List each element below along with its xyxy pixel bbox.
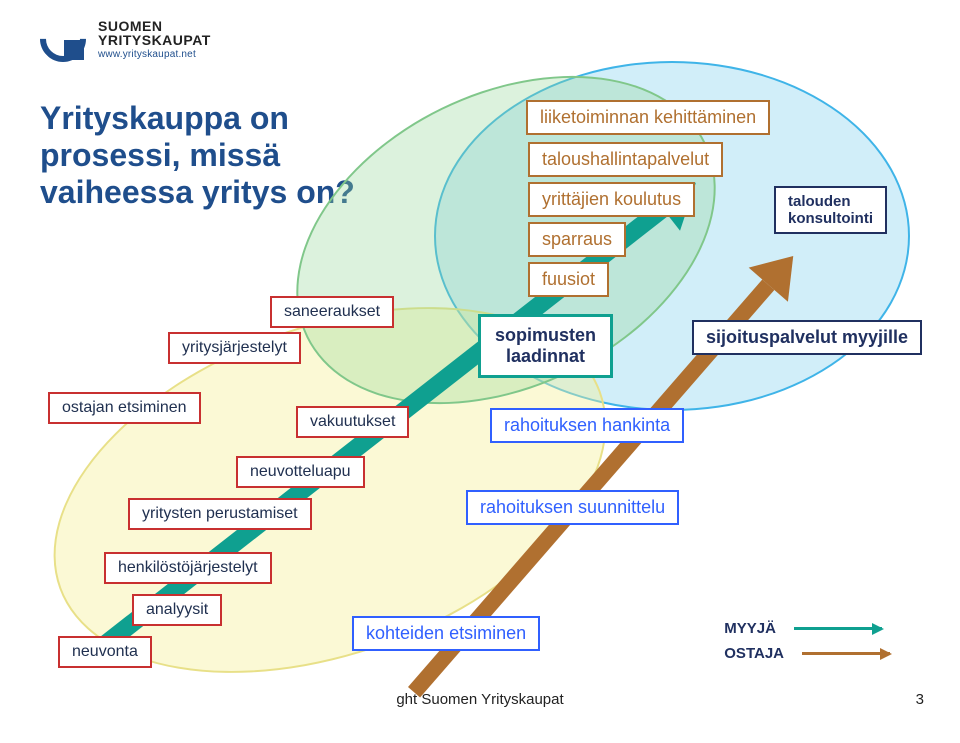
logo-url: www.yrityskaupat.net <box>98 50 211 60</box>
box-sparraus: sparraus <box>528 222 626 257</box>
legend-arrow-ostaja <box>802 652 890 655</box>
box-neuvonta: neuvonta <box>58 636 152 668</box>
box-taloushallinta: taloushallintapalvelut <box>528 142 723 177</box>
box-talouden: taloudenkonsultointi <box>774 186 887 234</box>
box-kohteiden: kohteiden etsiminen <box>352 616 540 651</box>
box-rahoituksen_hankinta: rahoituksen hankinta <box>490 408 684 443</box>
footer-copyright: ght Suomen Yrityskaupat <box>0 691 960 708</box>
box-saneeraukset: saneeraukset <box>270 296 394 328</box>
legend-myyja-label: MYYJÄ <box>724 620 776 637</box>
box-ostajan: ostajan etsiminen <box>48 392 201 424</box>
box-fuusiot: fuusiot <box>528 262 609 297</box>
box-sijoituspalvelut: sijoituspalvelut myyjille <box>692 320 922 355</box>
logo-line2: YRITYSKAUPAT <box>98 33 211 47</box>
ellipse-green <box>242 11 770 470</box>
logo-text: SUOMEN YRITYSKAUPAT www.yrityskaupat.net <box>98 19 211 60</box>
box-henkilosto: henkilöstöjärjestelyt <box>104 552 272 584</box>
box-yritysjarjestelyt: yritysjärjestelyt <box>168 332 301 364</box>
box-yrittajien: yrittäjien koulutus <box>528 182 695 217</box>
box-vakuutukset: vakuutukset <box>296 406 409 438</box>
box-analyysit: analyysit <box>132 594 222 626</box>
box-neuvotteluapu: neuvotteluapu <box>236 456 365 488</box>
box-liiketoiminnan: liiketoiminnan kehittäminen <box>526 100 770 135</box>
box-yritysten_perust: yritysten perustamiset <box>128 498 312 530</box>
logo-icon <box>40 16 86 62</box>
box-rahoituksen_suunn: rahoituksen suunnittelu <box>466 490 679 525</box>
page-title: Yrityskauppa on prosessi, missä vaiheess… <box>40 100 420 210</box>
brand-logo: SUOMEN YRITYSKAUPAT www.yrityskaupat.net <box>40 16 211 62</box>
legend: MYYJÄ OSTAJA <box>724 620 890 670</box>
logo-line1: SUOMEN <box>98 19 211 33</box>
box-sopimusten: sopimustenlaadinnat <box>478 314 613 378</box>
page-number: 3 <box>916 691 924 708</box>
legend-ostaja-label: OSTAJA <box>724 645 784 662</box>
legend-arrow-myyja <box>794 627 882 630</box>
